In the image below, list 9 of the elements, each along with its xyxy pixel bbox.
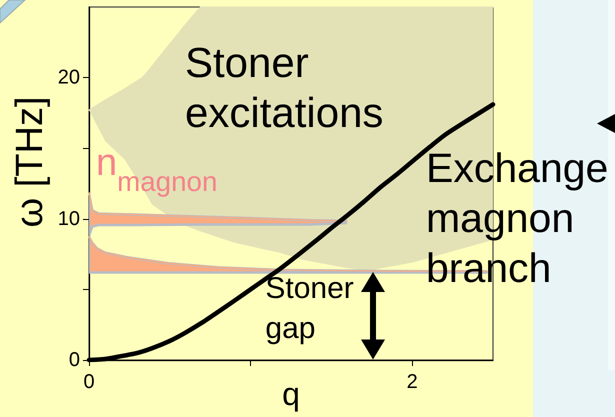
y-tick-label: 10 xyxy=(58,208,80,230)
annotation: Stoner excitations xyxy=(185,38,384,138)
series-label: n$_{magnon}$ xyxy=(96,141,218,198)
y-tick-label: 20 xyxy=(58,66,80,89)
y-tick-label: 0 xyxy=(68,349,80,371)
x-tick-label: 2 xyxy=(406,371,418,393)
annotation: Stoner gap xyxy=(265,271,355,348)
x-axis-title: q xyxy=(282,376,300,412)
y-axis-title: ω [THz] xyxy=(9,96,51,228)
